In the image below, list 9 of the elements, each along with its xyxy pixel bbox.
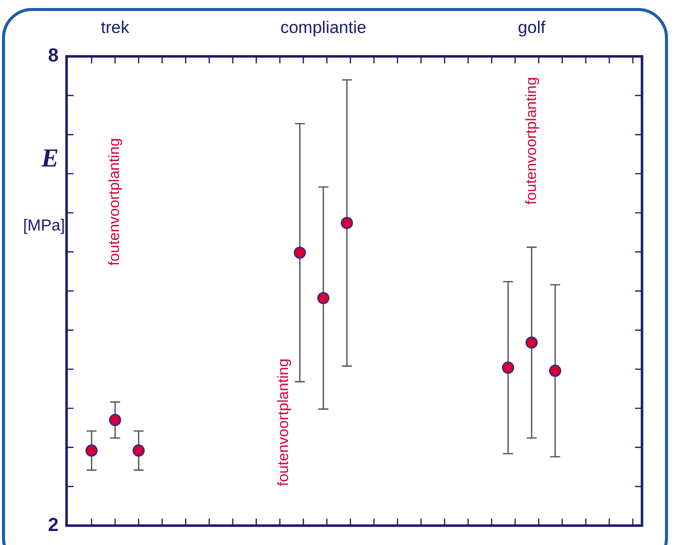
x-tick-label: golf bbox=[518, 18, 546, 37]
x-tick-label: trek bbox=[100, 18, 130, 37]
annotation: foutenvoortplanting bbox=[522, 77, 540, 205]
y-tick-label: 2 bbox=[48, 514, 59, 536]
y-tick-label: 8 bbox=[48, 46, 59, 67]
x-tick-label: compliantie bbox=[280, 18, 366, 37]
annotation: foutenvoortplanting bbox=[106, 138, 124, 266]
annotation: foutenvoortplanting bbox=[274, 358, 292, 486]
text: E [MPa] bbox=[23, 144, 65, 234]
